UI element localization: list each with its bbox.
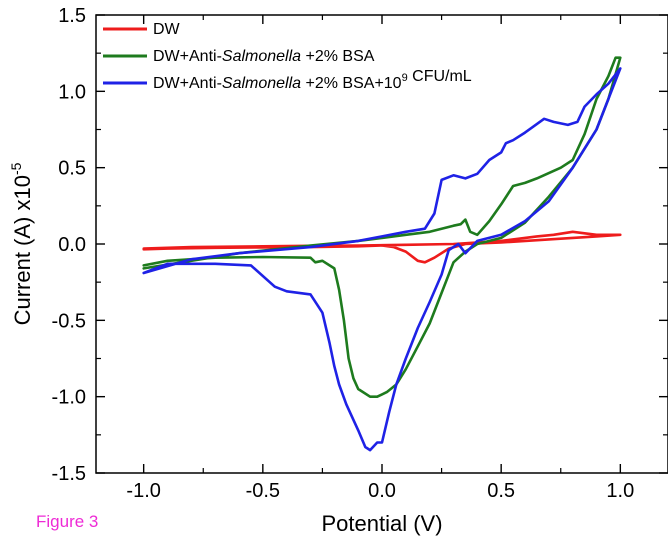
y-tick-label: -1.0 [52,387,86,409]
legend: DW DW+Anti-Salmonella +2% BSA DW+Anti-Salm… [103,21,472,92]
series-line-2 [142,56,622,398]
y-tick-label: 1.5 [58,5,86,27]
x-tick-label: 0.0 [368,480,396,502]
y-tick-label: 0.0 [58,234,86,256]
figure-label: Figure 3 [36,512,99,531]
y-axis-title-exponent: -5 [8,162,24,175]
x-tick-label: 1.0 [606,480,634,502]
series-line-1 [142,230,622,264]
y-tick-label: -1.5 [52,463,86,485]
series-layer [142,56,622,452]
y-axis-title-text: Current (A) x10 [10,175,35,325]
x-tick-label: -1.0 [126,480,160,502]
series-line-3 [142,67,622,452]
y-axis-title: Current (A) x10-5 [8,162,35,325]
x-axis-title: Potential (V) [321,511,442,536]
ticks-layer: -1.0 -0.5 0.0 0.5 1.0 -1.5 -1.0 -0.5 0.0 0.5 1.0 1.… [52,5,668,502]
x-tick-label: 0.5 [487,480,515,502]
x-tick-label: -0.5 [246,480,280,502]
legend-label-2: DW+Anti-Salmonella +2% BSA [153,48,375,65]
y-tick-label: -0.5 [52,310,86,332]
y-tick-label: 1.0 [58,81,86,103]
legend-label-1: DW [153,21,181,38]
legend-label-3: DW+Anti-Salmonella +2% BSA+109 CFU/mL [153,68,472,92]
y-tick-label: 0.5 [58,158,86,180]
